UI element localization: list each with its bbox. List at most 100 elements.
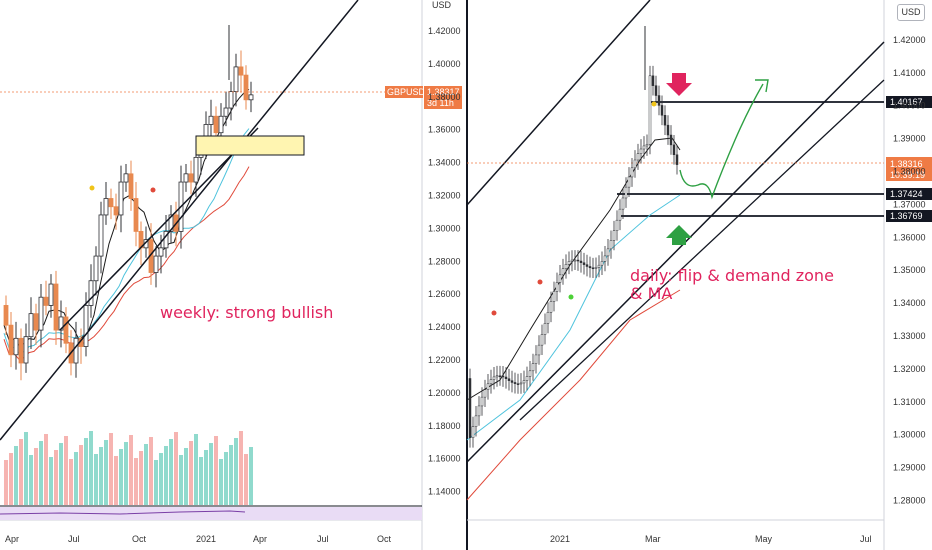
projection-arrowhead-icon	[755, 79, 769, 93]
weekly-candle-body	[168, 214, 174, 232]
weekly-volume-bar	[229, 445, 233, 505]
right-price-tick: 1.33000	[893, 331, 926, 341]
weekly-volume-bar	[194, 434, 198, 505]
daily-candle-body	[651, 75, 655, 86]
daily-candle-body	[630, 167, 634, 178]
right-countdown: 10:39:19	[890, 170, 925, 180]
left-time-tick: Oct	[377, 534, 392, 544]
daily-candle-body	[471, 426, 475, 438]
weekly-candle-body	[93, 255, 99, 282]
left-time-tick: Apr	[5, 534, 19, 544]
weekly-volume-bar	[59, 443, 63, 505]
left-price-tick: 1.28000	[428, 256, 461, 266]
left-price-tick: 1.26000	[428, 289, 461, 299]
right-price-tick: 1.41000	[893, 68, 926, 78]
daily-candle-body	[645, 144, 649, 147]
daily-candle-body	[552, 291, 556, 302]
daily-ma-red	[466, 289, 681, 501]
daily-candle-body	[588, 266, 592, 269]
left-price-tick: 1.20000	[428, 388, 461, 398]
daily-candle-body	[621, 197, 625, 210]
weekly-candle-body	[48, 283, 54, 306]
weekly-candle-body	[58, 316, 64, 331]
right-price-tick: 1.30000	[893, 430, 926, 440]
daily-candle-body	[525, 376, 529, 381]
daily-chart[interactable]	[466, 0, 885, 501]
daily-candle-body	[612, 230, 616, 241]
weekly-volume-bar	[9, 453, 13, 505]
weekly-volume-bar	[189, 441, 193, 505]
weekly-volume-bar	[44, 434, 48, 505]
weekly-volume-bar	[49, 457, 53, 505]
weekly-volume-bar	[79, 445, 83, 505]
weekly-candle-body	[88, 280, 94, 306]
weekly-candle-body	[103, 198, 109, 216]
daily-candle-body	[657, 95, 661, 106]
weekly-volume-bar	[104, 440, 108, 505]
daily-candle-body	[546, 312, 550, 324]
weekly-candle-body	[193, 156, 199, 183]
daily-candle-body	[522, 380, 526, 384]
left-price-tick: 1.30000	[428, 223, 461, 233]
daily-candle-body	[576, 259, 580, 262]
daily-candle-body	[579, 260, 583, 263]
weekly-channel-line	[0, 0, 359, 441]
left-price-tick: 1.18000	[428, 421, 461, 431]
weekly-candle-body	[243, 74, 249, 101]
daily-candle-body	[501, 375, 505, 378]
daily-candle-body	[489, 379, 493, 385]
left-price-tick: 1.22000	[428, 355, 461, 365]
weekly-candle-body	[233, 66, 239, 92]
weekly-annotation: weekly: strong bullish	[160, 303, 333, 322]
weekly-volume-bar	[69, 459, 73, 505]
weekly-volume-bar	[109, 433, 113, 505]
weekly-candle-body	[153, 255, 159, 273]
daily-candle-body	[564, 264, 568, 269]
left-price-tick: 1.32000	[428, 191, 461, 201]
daily-candle-body	[639, 148, 643, 154]
weekly-signal-dot	[150, 187, 156, 193]
daily-candle-body	[537, 344, 541, 356]
daily-candle-body	[561, 268, 565, 276]
daily-candle-body	[504, 376, 508, 379]
weekly-signal-dot	[89, 185, 95, 191]
weekly-rsi-band	[0, 507, 422, 520]
daily-candle-body	[669, 134, 673, 146]
left-time-tick: Apr	[253, 534, 267, 544]
weekly-candle-body	[218, 115, 224, 134]
daily-candle-body	[660, 105, 664, 116]
right-price-tick: 1.37000	[893, 199, 926, 209]
level-tag-bg-2	[886, 188, 932, 200]
buy-arrow-icon	[666, 225, 692, 245]
sell-arrow-icon	[666, 73, 692, 96]
daily-candle-body	[633, 159, 637, 169]
weekly-candle-body	[228, 91, 234, 109]
daily-candle-body	[663, 115, 667, 126]
weekly-volume-bar	[114, 456, 118, 505]
symbol-tag-bg	[385, 86, 423, 98]
daily-candle-body	[654, 85, 658, 96]
weekly-volume-bar	[124, 442, 128, 505]
weekly-volume-bar	[54, 450, 58, 505]
right-price-tick: 1.36000	[893, 232, 926, 242]
weekly-volume-bar	[74, 452, 78, 505]
currency-selector[interactable]: USD	[897, 4, 925, 21]
daily-signal-dot	[537, 279, 543, 285]
left-price-tag-bg	[424, 86, 462, 109]
weekly-volume-bar	[244, 454, 248, 505]
level-tag-1: 1.40167	[890, 97, 923, 107]
weekly-candle-body	[53, 283, 59, 331]
daily-channel-lower-1	[466, 41, 885, 463]
weekly-chart[interactable]	[0, 0, 422, 520]
weekly-candle-body	[188, 173, 194, 183]
daily-candle-body	[672, 144, 676, 156]
weekly-candle-body	[23, 336, 29, 364]
weekly-volume-bar	[129, 435, 133, 505]
left-price-tag: 1.38317	[427, 87, 460, 97]
weekly-candle-body	[208, 115, 214, 125]
right-price-tick: 1.28000	[893, 496, 926, 506]
daily-candle-body	[510, 380, 514, 383]
weekly-volume-bar	[154, 460, 158, 505]
left-currency-label: USD	[432, 0, 452, 10]
daily-candle-body	[558, 274, 562, 283]
